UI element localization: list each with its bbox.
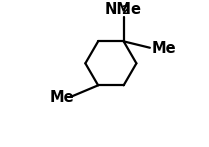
Text: 2: 2	[121, 4, 130, 17]
Text: NMe: NMe	[104, 2, 141, 17]
Text: Me: Me	[152, 41, 177, 56]
Text: Me: Me	[50, 90, 75, 105]
